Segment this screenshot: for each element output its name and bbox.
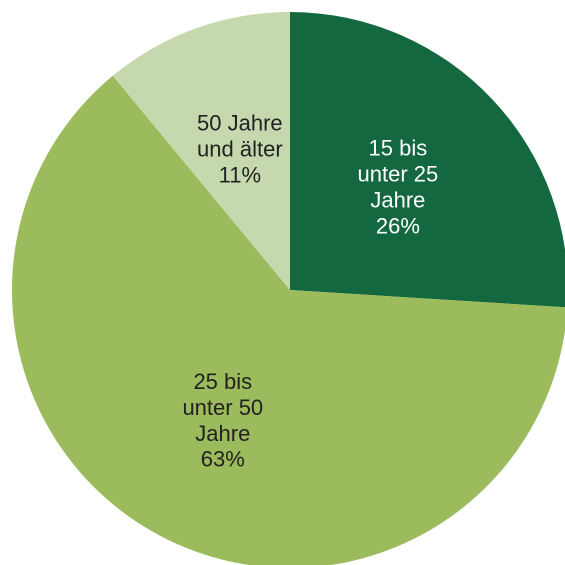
pie-slice xyxy=(290,12,565,308)
slice-label-line: Jahre xyxy=(195,421,250,446)
slice-label-line: Jahre xyxy=(370,187,425,212)
slice-value-label: 11% xyxy=(219,163,261,188)
slice-label-line: 50 Jahre xyxy=(197,111,283,136)
slice-label-line: unter 50 xyxy=(182,395,263,420)
slice-label-line: 25 bis xyxy=(193,369,252,394)
pie-slice xyxy=(12,75,565,565)
slice-label: 25 bis unter 50 Jahre xyxy=(182,369,263,446)
pie-slice xyxy=(112,12,290,290)
slice-label-line: und älter xyxy=(197,137,283,162)
slice-label: 15 bis unter 25 Jahre xyxy=(358,135,439,212)
slice-value-label: 26% xyxy=(376,213,420,238)
slice-label-line: 15 bis xyxy=(369,135,428,160)
slice-value-label: 63% xyxy=(201,447,245,472)
slice-label-line: unter 25 xyxy=(358,161,439,186)
slice-label: 50 Jahre und älter xyxy=(197,111,283,162)
